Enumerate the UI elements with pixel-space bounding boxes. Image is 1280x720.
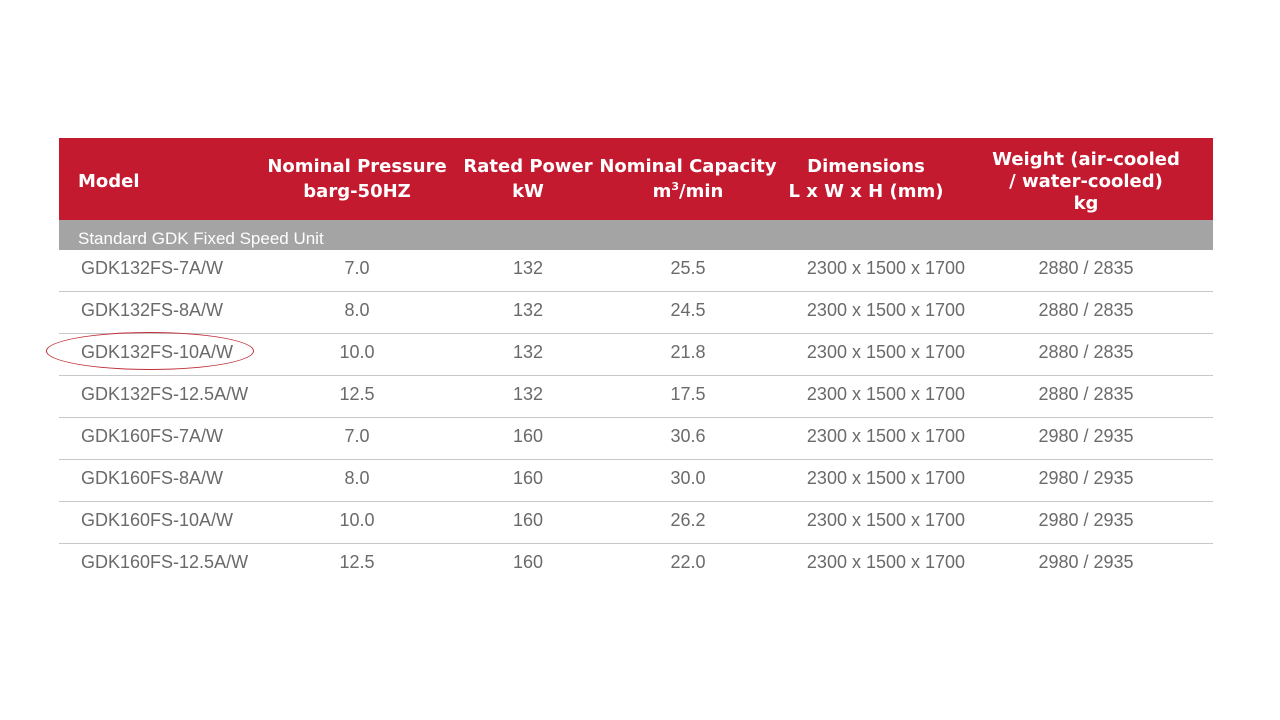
cell-power: 132 [512,384,544,404]
cell-weight: 2880 / 2835 [1038,300,1134,320]
table-row: GDK160FS-8A/W 8.0 160 30.0 2300 x 1500 x… [59,460,1213,502]
cell-dimensions: 2300 x 1500 x 1700 [806,426,966,446]
cell-capacity: 25.5 [670,258,706,278]
cell-dimensions: 2300 x 1500 x 1700 [806,342,966,362]
cell-dimensions: 2300 x 1500 x 1700 [806,300,966,320]
header-capacity-line1: Nominal Capacity [599,156,777,177]
capacity-unit-rest: /min [679,181,724,202]
section-label: Standard GDK Fixed Speed Unit [59,220,1213,250]
cell-pressure: 8.0 [344,300,370,320]
cell-pressure: 10.0 [339,342,375,362]
spec-table: Model Nominal Pressure barg-50HZ Rated P… [59,138,1213,580]
header-power-line2: kW [512,181,544,202]
table-body: GDK132FS-7A/W 7.0 132 25.5 2300 x 1500 x… [59,250,1213,580]
cell-weight: 2880 / 2835 [1038,342,1134,362]
cell-model: GDK160FS-7A/W [81,426,224,446]
cell-dimensions: 2300 x 1500 x 1700 [806,384,966,404]
capacity-unit-sup: 3 [671,180,680,193]
cell-pressure: 8.0 [344,468,370,488]
cell-capacity: 26.2 [670,510,706,530]
header-pressure: Nominal Pressure barg-50HZ [267,154,447,204]
header-dimensions: Dimensions L x W x H (mm) [777,154,955,204]
table-row: GDK160FS-12.5A/W 12.5 160 22.0 2300 x 15… [59,544,1213,580]
cell-weight: 2980 / 2935 [1038,552,1134,572]
cell-model: GDK132FS-10A/W [81,342,234,362]
cell-dimensions: 2300 x 1500 x 1700 [806,258,966,278]
cell-dimensions: 2300 x 1500 x 1700 [806,468,966,488]
cell-model: GDK160FS-8A/W [81,468,224,488]
cell-pressure: 12.5 [339,384,375,404]
table-row: GDK132FS-12.5A/W 12.5 132 17.5 2300 x 15… [59,376,1213,418]
header-power-line1: Rated Power [463,156,593,177]
cell-pressure: 12.5 [339,552,375,572]
header-weight: Weight (air-cooled / water-cooled) kg [981,149,1191,215]
header-dimensions-line2: L x W x H (mm) [788,181,944,202]
header-pressure-line1: Nominal Pressure [267,156,447,177]
cell-power: 132 [512,258,544,278]
cell-power: 160 [512,510,544,530]
cell-model: GDK132FS-7A/W [81,258,224,278]
cell-pressure: 7.0 [344,258,370,278]
cell-capacity: 30.0 [670,468,706,488]
cell-model: GDK132FS-8A/W [81,300,224,320]
cell-power: 132 [512,300,544,320]
cell-capacity: 24.5 [670,300,706,320]
capacity-unit-base: m [652,181,672,202]
cell-model: GDK160FS-10A/W [81,510,234,530]
cell-weight: 2880 / 2835 [1038,258,1134,278]
table-row: GDK132FS-8A/W 8.0 132 24.5 2300 x 1500 x… [59,292,1213,334]
header-weight-line1: Weight (air-cooled [992,149,1180,170]
table-header: Model Nominal Pressure barg-50HZ Rated P… [59,138,1213,220]
header-capacity-unit: m3/min [599,179,777,204]
header-weight-line2: / water-cooled) [1009,171,1163,192]
cell-weight: 2980 / 2935 [1038,468,1134,488]
header-dimensions-line1: Dimensions [807,156,925,177]
cell-power: 132 [512,342,544,362]
header-weight-line3: kg [1073,193,1099,214]
cell-capacity: 22.0 [670,552,706,572]
cell-model: GDK160FS-12.5A/W [81,552,249,572]
cell-weight: 2980 / 2935 [1038,510,1134,530]
table-row-highlighted: GDK132FS-10A/W 10.0 132 21.8 2300 x 1500… [59,334,1213,376]
header-model: Model [78,171,140,192]
cell-weight: 2980 / 2935 [1038,426,1134,446]
cell-dimensions: 2300 x 1500 x 1700 [806,552,966,572]
cell-weight: 2880 / 2835 [1038,384,1134,404]
cell-pressure: 7.0 [344,426,370,446]
cell-capacity: 21.8 [670,342,706,362]
cell-power: 160 [512,426,544,446]
cell-pressure: 10.0 [339,510,375,530]
cell-capacity: 30.6 [670,426,706,446]
table-row: GDK132FS-7A/W 7.0 132 25.5 2300 x 1500 x… [59,250,1213,292]
cell-capacity: 17.5 [670,384,706,404]
header-capacity: Nominal Capacity m3/min [599,154,777,204]
cell-model: GDK132FS-12.5A/W [81,384,249,404]
table-row: GDK160FS-7A/W 7.0 160 30.6 2300 x 1500 x… [59,418,1213,460]
table-row: GDK160FS-10A/W 10.0 160 26.2 2300 x 1500… [59,502,1213,544]
cell-dimensions: 2300 x 1500 x 1700 [806,510,966,530]
cell-power: 160 [512,468,544,488]
header-power: Rated Power kW [462,154,594,204]
cell-power: 160 [512,552,544,572]
header-pressure-line2: barg-50HZ [303,181,411,202]
